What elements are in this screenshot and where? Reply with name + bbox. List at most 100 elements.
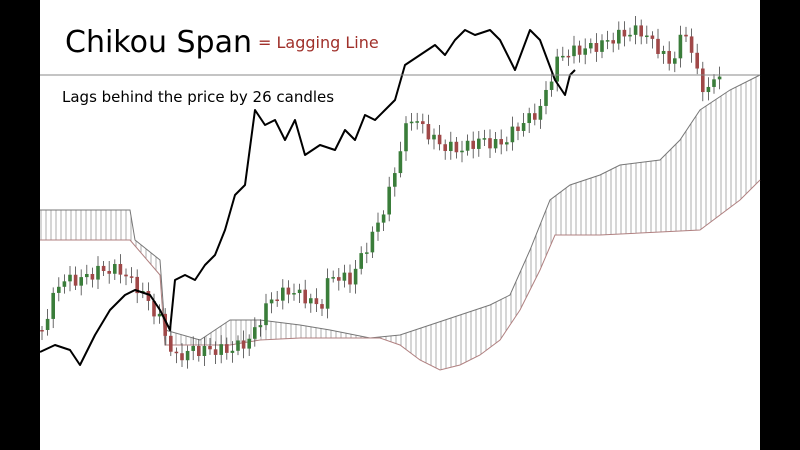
candle-body [617, 29, 621, 44]
candle-body [135, 276, 139, 294]
candle-body [673, 58, 677, 64]
candle-body [600, 40, 604, 52]
candle-body [275, 299, 279, 302]
candle-body [712, 79, 716, 87]
candle-body [297, 289, 302, 294]
candle-body [208, 346, 212, 350]
candle-body [538, 105, 543, 120]
candle-body [292, 293, 296, 295]
candle-body [404, 123, 408, 152]
candle-body [605, 40, 610, 42]
candle-body [583, 48, 587, 55]
candle-body [426, 124, 431, 140]
candle-body [169, 335, 173, 352]
candle-body [482, 138, 487, 140]
slide-title: Chikou Span [65, 25, 252, 60]
candle-body [421, 121, 425, 125]
candle-body [488, 138, 492, 149]
candle-body [533, 113, 537, 120]
candle-body [628, 34, 632, 37]
candle-body [527, 113, 531, 124]
candle-body [101, 265, 106, 271]
candle-body [174, 351, 179, 354]
candle-body [191, 345, 195, 351]
candle-body [572, 45, 576, 57]
candle-body [611, 40, 615, 44]
candle-body [701, 68, 705, 93]
candle-body [107, 270, 111, 274]
candle-body [247, 338, 251, 349]
candle-body [398, 151, 403, 174]
slide-subtitle: = Lagging Line [258, 33, 379, 52]
candle-body [499, 139, 503, 145]
candle-body [342, 272, 347, 281]
candle-body [409, 121, 414, 124]
candle-body [393, 173, 397, 187]
candle-body [113, 264, 117, 274]
candle-body [163, 313, 167, 336]
candle-body [443, 144, 447, 152]
candle-body [639, 25, 643, 37]
candle-body [353, 268, 358, 285]
candle-body [320, 304, 324, 309]
candle-body [62, 281, 67, 287]
candle-body [213, 349, 218, 355]
candle-body [79, 277, 83, 286]
candle-body [314, 298, 319, 305]
candle-body [561, 55, 565, 58]
candle-body [45, 318, 50, 330]
candle-body [157, 313, 162, 317]
candle-body [359, 253, 363, 269]
candle-body [286, 287, 291, 295]
candle-body [90, 273, 95, 280]
candle-body [505, 142, 509, 145]
candle-body [185, 350, 190, 361]
candle-body [594, 43, 599, 52]
candle-body [365, 252, 369, 254]
candle-body [269, 299, 274, 304]
candle-body [689, 36, 694, 53]
candle-body [219, 344, 223, 355]
candle-body [118, 264, 123, 275]
candle-body [555, 56, 559, 82]
candle-body [622, 29, 627, 37]
candle-body [415, 121, 419, 123]
candle-body [303, 289, 307, 304]
candle-body [381, 214, 386, 223]
candle-body [180, 353, 184, 361]
candle-body [57, 286, 61, 293]
candle-body [331, 277, 335, 279]
candle-body [449, 141, 453, 152]
candle-body [432, 134, 436, 140]
candle-body [471, 140, 475, 149]
candle-body [650, 35, 655, 39]
candle-body [460, 150, 464, 153]
candle-body [124, 274, 128, 277]
slide-background [40, 0, 760, 450]
candle-body [656, 38, 660, 54]
candle-body [678, 34, 683, 59]
chikou-line [39, 29, 576, 366]
candle-body [309, 298, 313, 304]
candle-body [477, 138, 481, 149]
candle-body [544, 89, 548, 106]
candle-body [684, 34, 688, 37]
candle-body [667, 50, 671, 64]
candle-body [717, 76, 722, 80]
candle-body [370, 231, 375, 253]
candle-body [129, 276, 134, 278]
candle-body [645, 35, 649, 38]
candle-body [510, 126, 515, 143]
candles [40, 15, 722, 369]
candle-body [68, 274, 72, 282]
candle-body [465, 140, 470, 151]
candle-body [197, 345, 201, 356]
candle-body [202, 346, 207, 356]
candle-body [437, 134, 442, 145]
candle-body [661, 50, 666, 54]
candle-body [325, 278, 330, 309]
candle-body [40, 330, 44, 332]
candle-body [258, 325, 263, 328]
candle-body [225, 344, 229, 353]
